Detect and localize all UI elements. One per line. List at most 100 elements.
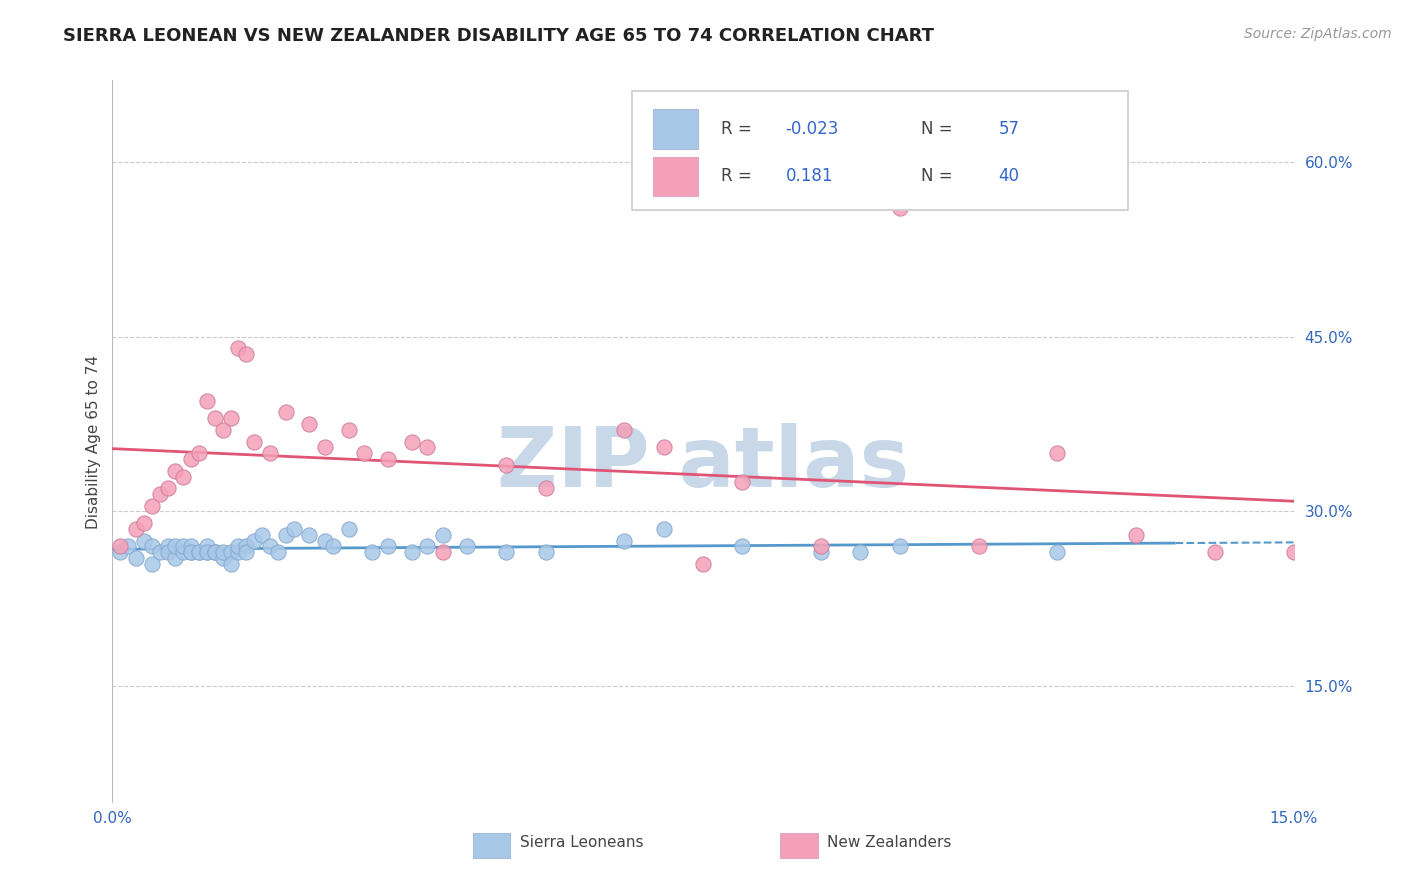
- Point: [204, 545, 226, 559]
- Point: [132, 516, 155, 530]
- Text: R =: R =: [721, 120, 756, 137]
- Point: [172, 469, 194, 483]
- Point: [810, 540, 832, 554]
- Point: [337, 423, 360, 437]
- Point: [534, 545, 557, 559]
- Point: [132, 533, 155, 548]
- Point: [228, 540, 250, 554]
- Text: SIERRA LEONEAN VS NEW ZEALANDER DISABILITY AGE 65 TO 74 CORRELATION CHART: SIERRA LEONEAN VS NEW ZEALANDER DISABILI…: [63, 27, 934, 45]
- Point: [219, 545, 242, 559]
- Point: [889, 540, 911, 554]
- Point: [337, 522, 360, 536]
- Point: [204, 545, 226, 559]
- Point: [165, 464, 187, 478]
- Point: [117, 540, 139, 554]
- Point: [235, 545, 257, 559]
- Text: ZIP atlas: ZIP atlas: [496, 423, 910, 504]
- Point: [432, 545, 454, 559]
- Point: [1204, 545, 1226, 559]
- Point: [156, 540, 179, 554]
- Text: Source: ZipAtlas.com: Source: ZipAtlas.com: [1244, 27, 1392, 41]
- Point: [243, 533, 266, 548]
- Point: [314, 441, 336, 455]
- Point: [652, 441, 675, 455]
- Point: [810, 545, 832, 559]
- Point: [228, 341, 250, 355]
- Point: [322, 540, 344, 554]
- Point: [283, 522, 305, 536]
- Point: [211, 551, 233, 566]
- FancyBboxPatch shape: [633, 91, 1128, 211]
- Point: [401, 434, 423, 449]
- FancyBboxPatch shape: [780, 833, 817, 858]
- Point: [613, 533, 636, 548]
- Text: R =: R =: [721, 168, 756, 186]
- Point: [235, 540, 257, 554]
- Text: N =: N =: [921, 168, 959, 186]
- Y-axis label: Disability Age 65 to 74: Disability Age 65 to 74: [86, 354, 101, 529]
- Point: [274, 405, 297, 419]
- Point: [156, 545, 179, 559]
- Text: N =: N =: [921, 120, 959, 137]
- Point: [204, 411, 226, 425]
- Point: [250, 528, 273, 542]
- Point: [180, 545, 202, 559]
- Point: [156, 481, 179, 495]
- Point: [274, 528, 297, 542]
- Point: [125, 551, 148, 566]
- Point: [731, 540, 754, 554]
- Text: -0.023: -0.023: [786, 120, 839, 137]
- Point: [267, 545, 290, 559]
- Point: [141, 557, 163, 571]
- Point: [141, 540, 163, 554]
- Point: [188, 446, 211, 460]
- Point: [195, 545, 218, 559]
- Point: [298, 528, 321, 542]
- Point: [180, 545, 202, 559]
- Point: [235, 347, 257, 361]
- Text: 40: 40: [998, 168, 1019, 186]
- Point: [259, 446, 281, 460]
- Point: [172, 540, 194, 554]
- Point: [377, 452, 399, 467]
- Point: [613, 423, 636, 437]
- Point: [652, 522, 675, 536]
- Point: [195, 540, 218, 554]
- Point: [534, 481, 557, 495]
- Point: [165, 551, 187, 566]
- Point: [141, 499, 163, 513]
- Point: [219, 411, 242, 425]
- Point: [110, 545, 132, 559]
- Point: [180, 540, 202, 554]
- Point: [495, 458, 517, 472]
- Point: [401, 545, 423, 559]
- Point: [889, 202, 911, 216]
- Point: [149, 545, 172, 559]
- Point: [1046, 545, 1069, 559]
- Point: [456, 540, 478, 554]
- Point: [314, 533, 336, 548]
- Point: [125, 522, 148, 536]
- Point: [416, 441, 439, 455]
- Point: [361, 545, 384, 559]
- Point: [1046, 446, 1069, 460]
- Point: [149, 487, 172, 501]
- Point: [416, 540, 439, 554]
- Text: 0.181: 0.181: [786, 168, 834, 186]
- Point: [211, 423, 233, 437]
- Point: [692, 557, 714, 571]
- Point: [180, 452, 202, 467]
- Point: [228, 545, 250, 559]
- FancyBboxPatch shape: [472, 833, 510, 858]
- Text: 57: 57: [998, 120, 1019, 137]
- Point: [1125, 528, 1147, 542]
- Point: [967, 540, 990, 554]
- Point: [849, 545, 872, 559]
- Text: New Zealanders: New Zealanders: [827, 835, 952, 850]
- Point: [243, 434, 266, 449]
- Point: [211, 545, 233, 559]
- Point: [495, 545, 517, 559]
- Point: [195, 393, 218, 408]
- Point: [731, 475, 754, 490]
- Point: [110, 540, 132, 554]
